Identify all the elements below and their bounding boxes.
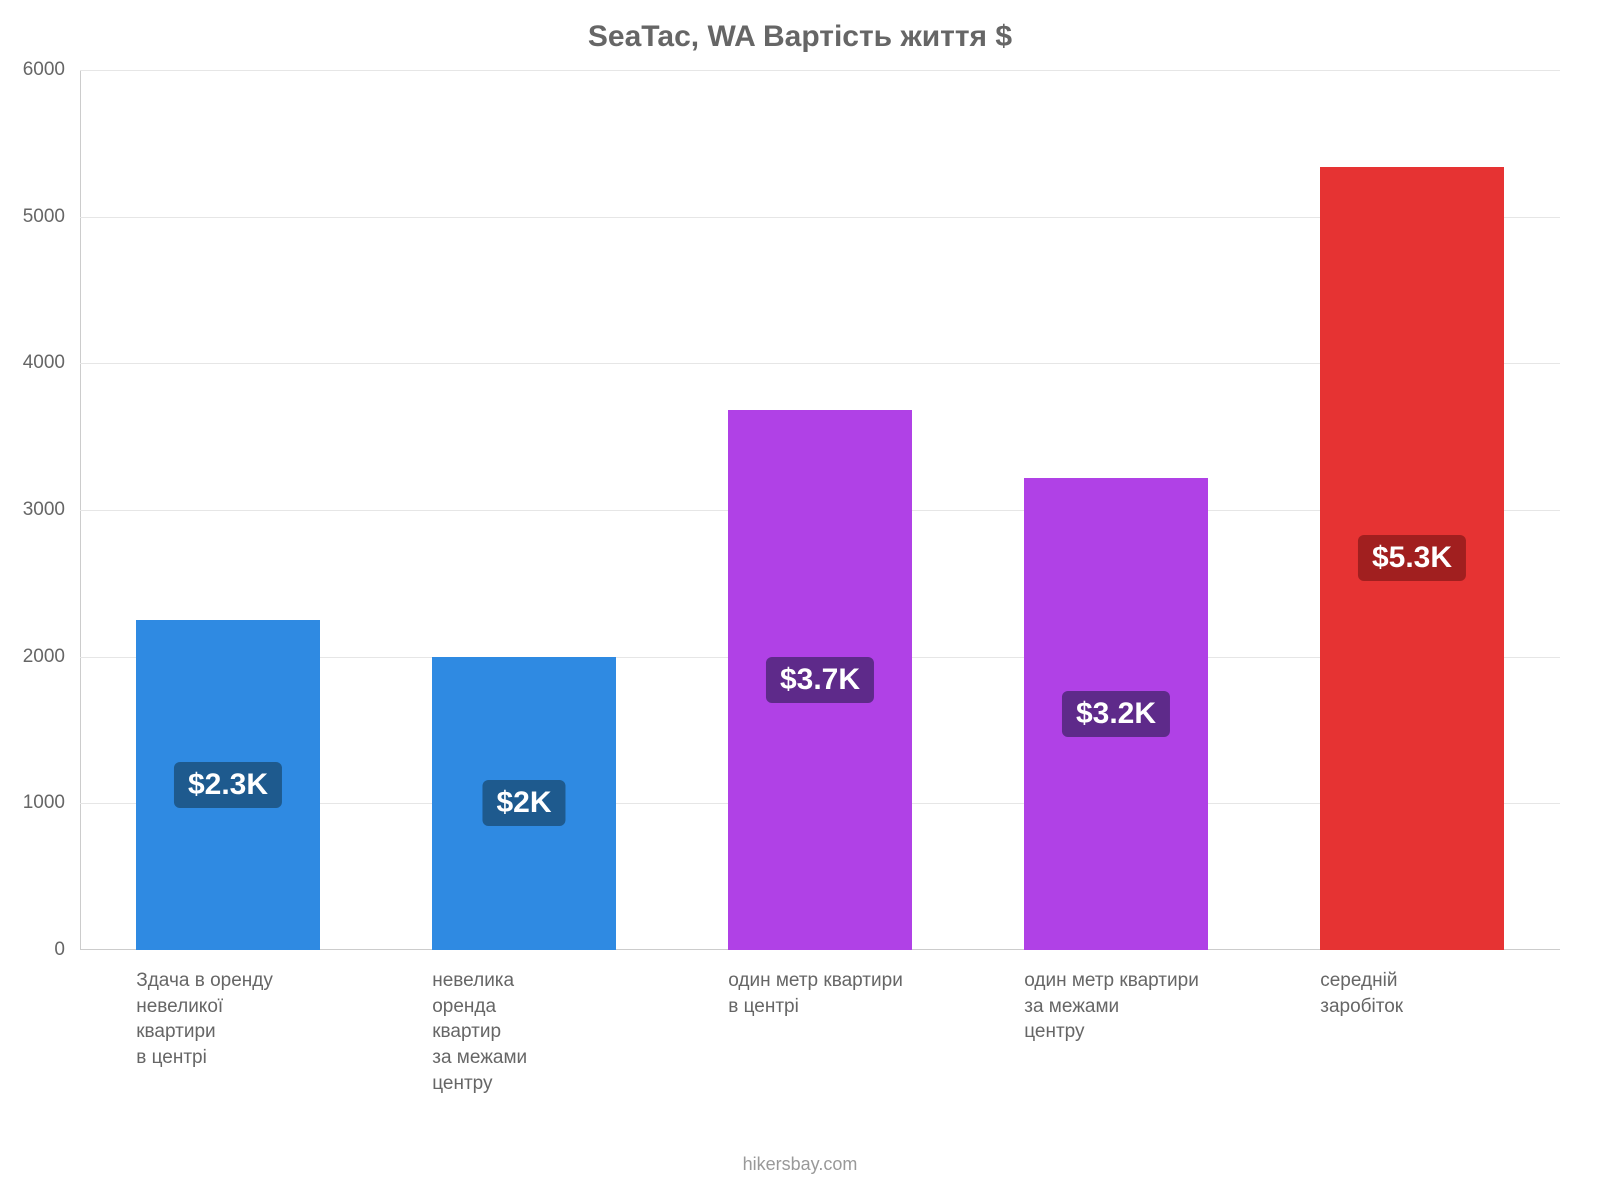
y-tick-label: 5000 — [0, 206, 65, 228]
x-tick-label: один метр квартири в центрі — [728, 968, 912, 1019]
x-tick-label: один метр квартири за межами центру — [1024, 968, 1208, 1045]
y-tick-label: 1000 — [0, 792, 65, 814]
bar-value-label: $2K — [482, 780, 565, 826]
bar-value-label: $3.2K — [1062, 691, 1170, 737]
bar-value-label: $3.7K — [766, 657, 874, 703]
y-tick-label: 0 — [0, 939, 65, 961]
x-tick-label: середній заробіток — [1320, 968, 1504, 1019]
plot-area: $2.3K $2K $3.7K $3.2K $5.3K — [80, 70, 1560, 950]
gridline — [80, 70, 1560, 71]
y-tick-label: 2000 — [0, 646, 65, 668]
bar-value-label: $2.3K — [174, 762, 282, 808]
x-tick-label: невелика оренда квартир за межами центру — [432, 968, 616, 1096]
x-tick-label: Здача в оренду невеликої квартири в цент… — [136, 968, 320, 1071]
attribution-text: hikersbay.com — [0, 1154, 1600, 1175]
y-tick-label: 6000 — [0, 59, 65, 81]
bar-value-label: $5.3K — [1358, 535, 1466, 581]
y-tick-label: 3000 — [0, 499, 65, 521]
chart-title: SeaTac, WA Вартість життя $ — [0, 20, 1600, 54]
chart-container: SeaTac, WA Вартість життя $ $2.3K $2K $3.7… — [0, 0, 1600, 1200]
y-tick-label: 4000 — [0, 352, 65, 374]
